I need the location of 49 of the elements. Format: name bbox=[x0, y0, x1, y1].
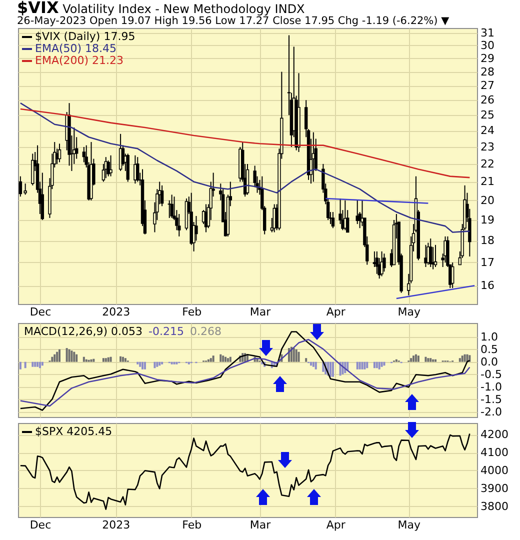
x-tick-label: 2023 bbox=[102, 518, 130, 532]
y-tick-label: -1.5 bbox=[480, 392, 502, 406]
y-tick-label: 18 bbox=[480, 234, 494, 248]
text: -0.215 bbox=[148, 325, 184, 338]
x-tick-label: Mar bbox=[250, 306, 272, 318]
y-tick-label: -1.0 bbox=[480, 380, 502, 394]
y-tick-label: 3900 bbox=[480, 482, 508, 495]
x-tick-label: Dec bbox=[30, 306, 52, 318]
y-tick-label: 4000 bbox=[480, 464, 508, 477]
y-tick-label: 27 bbox=[480, 79, 494, 92]
legend-label: $VIX (Daily) 17.95 bbox=[35, 30, 136, 43]
x-tick-label: 2023 bbox=[102, 306, 130, 318]
x-tick-label: May bbox=[398, 306, 421, 318]
legend-label: EMA(50) 18.45 bbox=[35, 42, 117, 55]
x-tick-label: Mar bbox=[250, 518, 272, 532]
legend-label: EMA(200) 21.23 bbox=[35, 54, 124, 67]
y-tick-label: -0.5 bbox=[480, 368, 502, 381]
y-tick-label: 19 bbox=[480, 213, 494, 226]
y-tick-label: 28 bbox=[480, 65, 494, 78]
x-tick-label: Dec bbox=[30, 518, 52, 532]
y-tick-label: 30 bbox=[480, 38, 494, 52]
y-tick-label: 0.5 bbox=[480, 342, 498, 356]
y-tick-label: 21 bbox=[480, 175, 494, 188]
legend-label: $SPX 4205.45 bbox=[35, 425, 112, 438]
y-tick-label: 31 bbox=[480, 26, 494, 40]
y-tick-label: 24 bbox=[480, 124, 494, 138]
x-tick-label: Apr bbox=[326, 518, 346, 532]
y-tick-label: 1.0 bbox=[480, 330, 498, 344]
x-tick-label: Feb bbox=[182, 306, 202, 318]
y-tick-label: 17 bbox=[480, 256, 494, 269]
x-tick-label: May bbox=[398, 518, 421, 532]
y-tick-label: -2.0 bbox=[480, 405, 502, 418]
chart-subtitle: 26-May-2023 Open 19.07 High 19.56 Low 17.27 Close 17.95 Chg -1.19 (-6.22%) ▼ bbox=[17, 15, 450, 27]
chart-title: $VIX Volatility Index - New Methodology INDX bbox=[17, 0, 306, 17]
y-tick-label: 23 bbox=[480, 140, 494, 154]
series-label: 0.268 bbox=[190, 325, 222, 338]
text: MACD(12,26,9) 0.053 bbox=[24, 325, 143, 338]
y-tick-label: 29 bbox=[480, 52, 494, 65]
y-tick-label: 20 bbox=[480, 194, 494, 207]
y-tick-label: 4100 bbox=[480, 446, 508, 460]
y-tick-label: 16 bbox=[480, 279, 494, 292]
x-tick-label: Feb bbox=[182, 518, 202, 532]
y-tick-label: 26 bbox=[480, 94, 494, 107]
x-tick-label: Apr bbox=[326, 306, 346, 318]
y-tick-label: 22 bbox=[480, 157, 494, 170]
y-tick-label: 0.0 bbox=[480, 355, 498, 368]
y-tick-label: 4200 bbox=[480, 428, 508, 442]
y-tick-label: 3800 bbox=[480, 500, 508, 513]
y-tick-label: 25 bbox=[480, 108, 494, 122]
